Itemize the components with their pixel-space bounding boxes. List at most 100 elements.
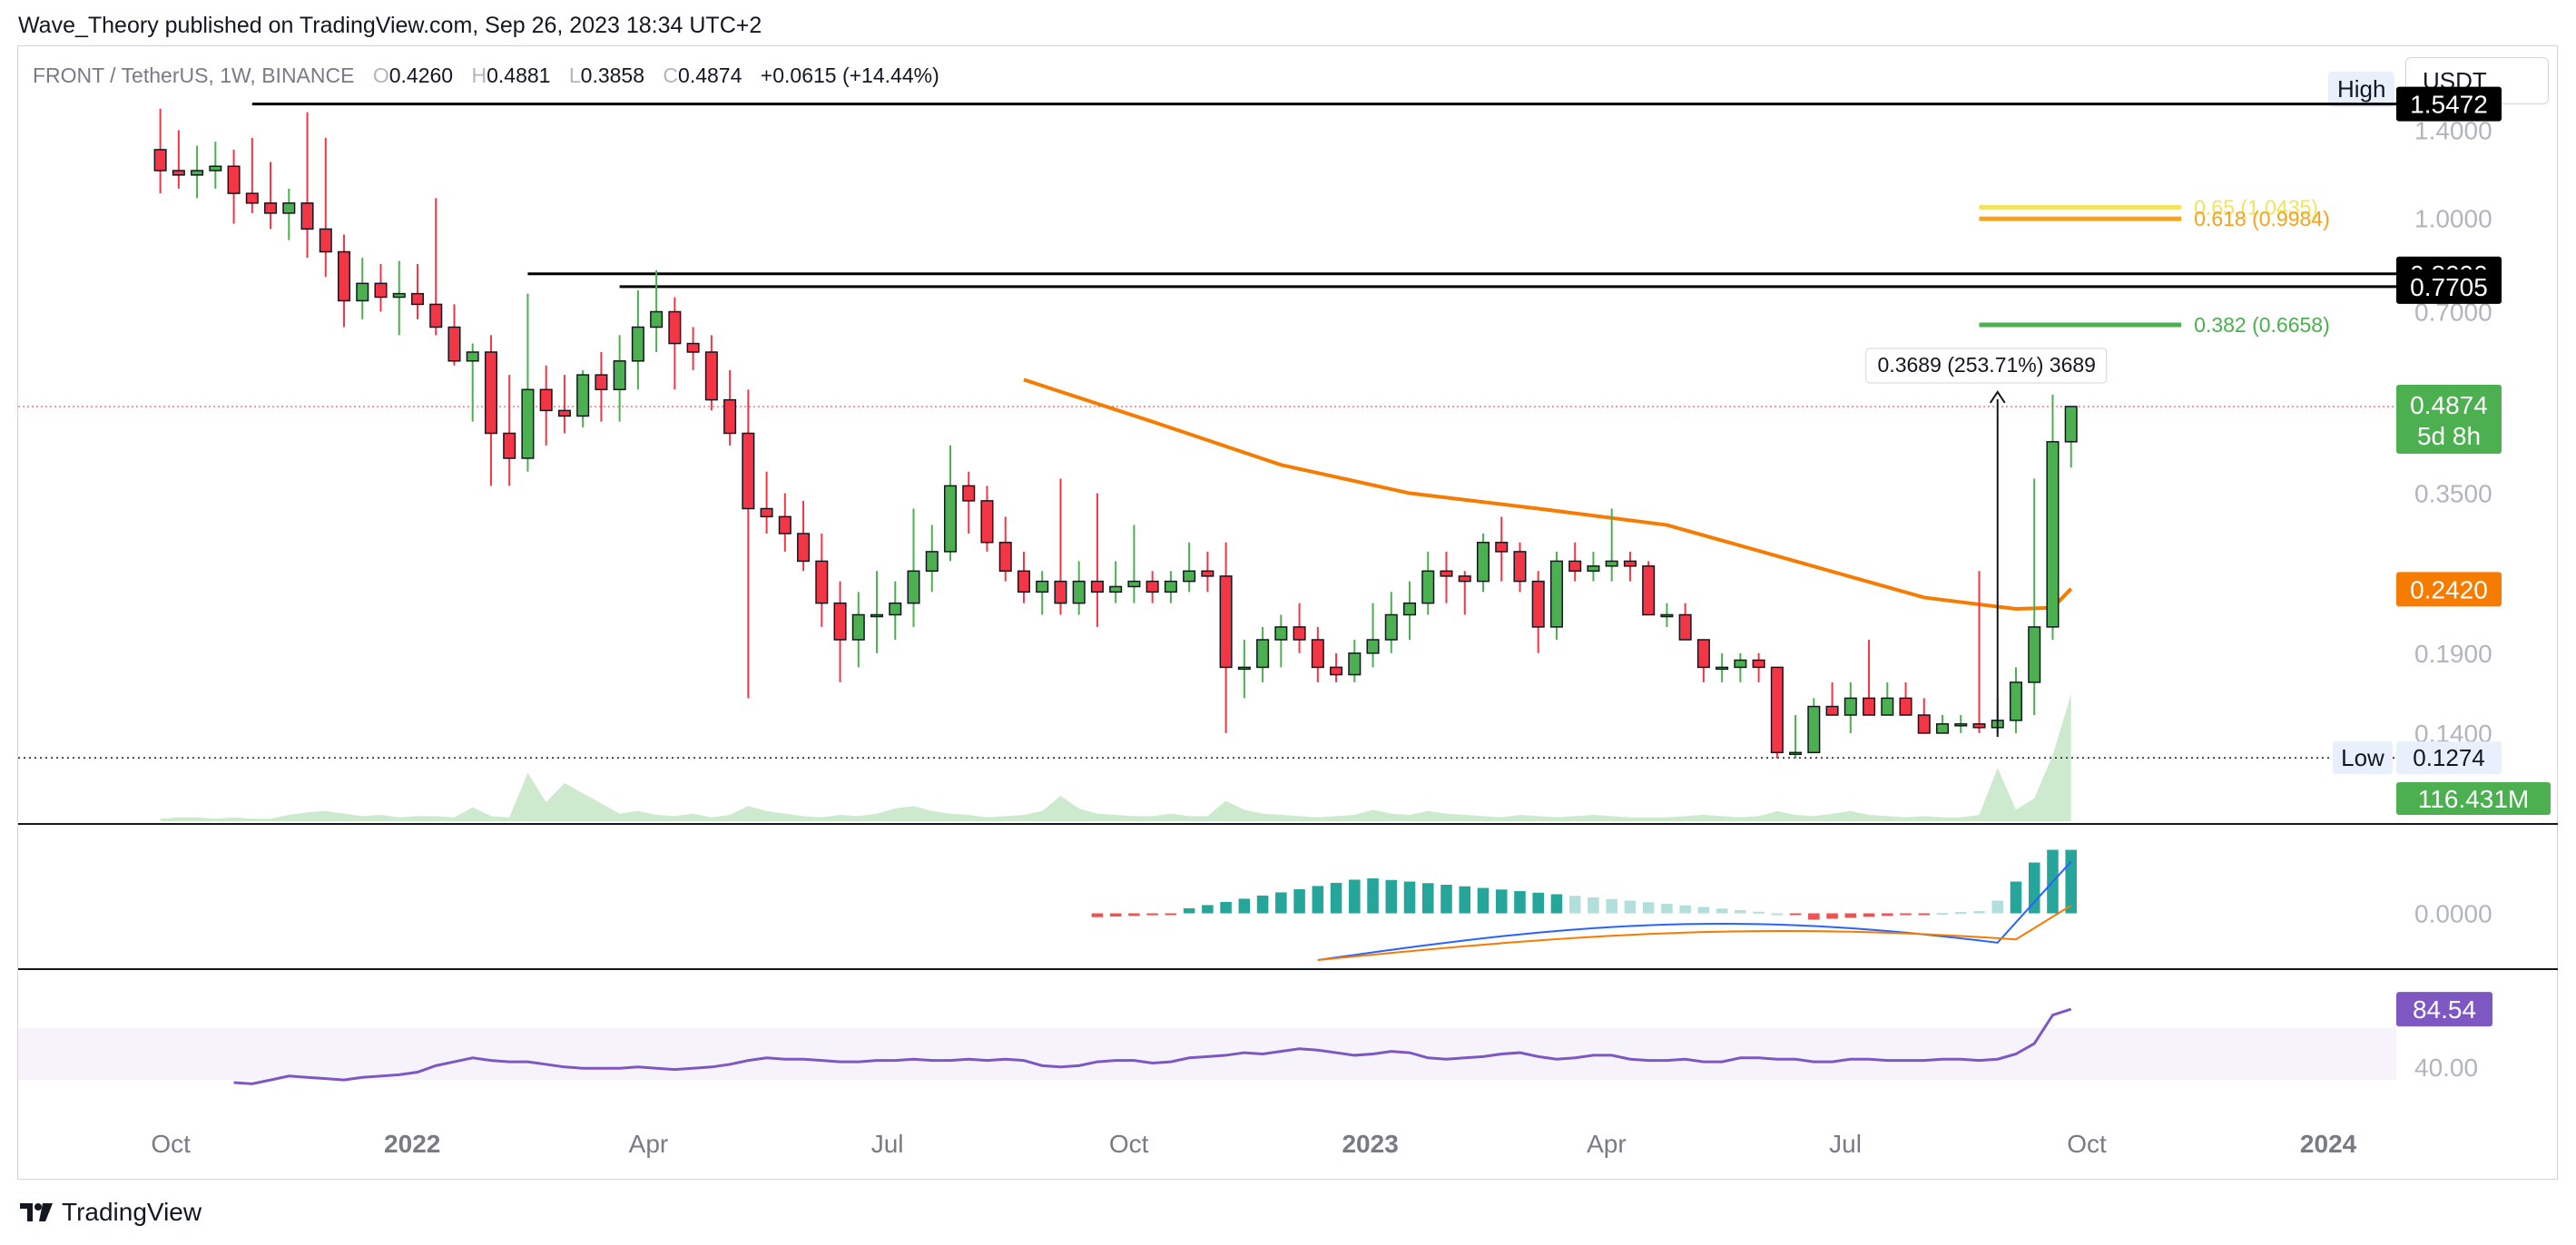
high-key: H [471,64,487,87]
candle-body [1072,580,1086,604]
last-price-tag-bg [2396,384,2502,454]
macd-histogram-bar [1789,913,1802,916]
candle-body [1476,542,1490,583]
candle-body [484,351,497,435]
macd-histogram-bar [1771,913,1784,916]
macd-histogram-bar [1385,879,1398,914]
time-axis-tick: Apr [1587,1130,1627,1158]
macd-histogram-bar [1973,911,1985,914]
candle-body [264,202,278,214]
low-badge-bg [2333,741,2393,775]
macd-histogram-bar [1550,894,1563,914]
macd-histogram-bar [1275,892,1287,914]
open-value: 0.4260 [388,64,454,87]
tradingview-brand[interactable]: TradingView [18,1198,202,1227]
moving-average-tag-bg [2396,572,2502,607]
macd-histogram-bar [1165,913,1177,916]
macd-histogram-bar [1568,896,1581,914]
level-price-tag: 1.5472 [2410,91,2488,119]
price-axis-tick: 0.3500 [2414,480,2492,508]
candle-body [1054,580,1067,604]
candle-body [1899,697,1912,716]
measure-label-box [1865,348,2108,384]
macd-histogram-bar [1991,900,2004,914]
candle-body [943,485,958,553]
candle-body [686,342,700,353]
macd-histogram-bar [1128,913,1140,917]
candle-body [1716,666,1729,671]
macd-histogram-bar [1330,882,1342,914]
candle-body [429,303,443,328]
candle-body [1807,705,1821,754]
moving-average-tag: 0.2420 [2410,575,2488,603]
candle-body [172,170,185,176]
macd-histogram-bar [1588,897,1599,914]
macd-histogram-bar [1514,891,1526,914]
level-price-tag-bg [2396,86,2502,122]
macd-histogram-bar [1202,905,1214,914]
candle-body [319,228,332,253]
candle-body [1384,613,1398,641]
macd-histogram-bar [1238,898,1251,914]
candle-body [1863,697,1876,716]
candle-body [356,282,369,302]
candle-body [851,613,865,641]
candle-body [778,515,791,534]
rsi-line [233,1007,2072,1085]
high-value: 0.4881 [487,64,551,87]
candle-body [1531,580,1545,628]
time-axis-tick: Apr [629,1130,669,1158]
level-price-tag-bg [2396,269,2502,304]
fib-level-label: 0.65 (1.0435) [2194,195,2318,219]
rsi-tag-bg [2396,992,2492,1027]
candle-body [1549,560,1563,628]
candle-body [650,310,664,328]
candle-body [1237,666,1251,671]
candle-body [1770,666,1784,754]
candle-body [1164,580,1177,593]
macd-histogram-bar [1936,913,1949,916]
macd-histogram-bar [1256,895,1269,914]
low-badge: Low [2341,744,2384,771]
candle-body [1789,751,1803,756]
candle-body [2009,681,2023,721]
candle-body [1311,639,1324,669]
scale-mode-badge[interactable]: High [2328,72,2395,107]
candle-body [1881,697,1894,716]
candle-body [557,409,571,417]
symbol-label: FRONT / TetherUS, 1W, BINANCE [33,64,355,87]
macd-line [1317,860,2072,961]
price-axis-tick: 1.4000 [2414,117,2492,145]
candle-body [668,310,682,345]
macd-histogram-bar [1753,911,1765,914]
macd-histogram-bar [1918,913,1931,916]
macd-histogram-bar [1146,913,1158,916]
close-value: 0.4874 [678,64,742,87]
macd-signal-line [1317,904,2072,961]
candle-body [1972,723,1986,729]
candle-body [962,485,976,502]
rsi-axis-label: 40.00 [2414,1054,2478,1082]
candle-body [1752,659,1765,669]
candle-body [1366,639,1380,654]
candle-body [1036,580,1049,593]
candle-body [815,560,829,604]
candle-body [374,282,388,299]
volume-tag-bg [2396,782,2551,815]
candle-body [1513,551,1527,583]
candle-body [889,602,902,616]
chart-frame [17,45,2558,1180]
close-key: C [663,64,679,87]
candle-body [1605,560,1618,567]
candle-body [631,326,644,362]
candle-body [613,360,626,391]
macd-histogram-bar [1220,901,1232,914]
macd-histogram-bar [1661,904,1673,914]
candle-body [191,170,204,176]
candle-body [539,388,553,412]
candle-body [245,192,259,204]
candle-body [2064,406,2078,443]
candle-body [1440,570,1453,577]
candle-body [1954,723,1968,727]
